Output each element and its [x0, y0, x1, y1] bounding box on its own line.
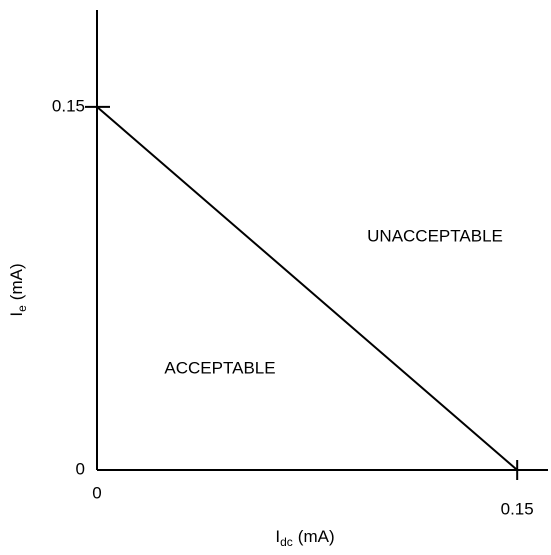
y-tick-label: 0.15 — [52, 96, 85, 115]
boundary-line — [96, 106, 518, 471]
y-label-main: I — [7, 312, 26, 317]
x-tick-label: 0.15 — [501, 499, 534, 518]
x-tick-label: 0 — [92, 483, 101, 502]
y-label-unit: (mA) — [7, 263, 26, 300]
x-label-unit: (mA) — [298, 527, 335, 546]
x-axis-label: Idc (mA) — [275, 527, 334, 549]
y-tick-label: 0 — [76, 459, 85, 478]
region-label: UNACCEPTABLE — [367, 226, 503, 245]
region-label: ACCEPTABLE — [164, 358, 275, 377]
y-label-sub: e — [15, 305, 29, 312]
y-axis-label: Ie (mA) — [7, 263, 29, 316]
x-label-main: I — [275, 527, 280, 546]
x-label-sub: dc — [280, 535, 293, 549]
